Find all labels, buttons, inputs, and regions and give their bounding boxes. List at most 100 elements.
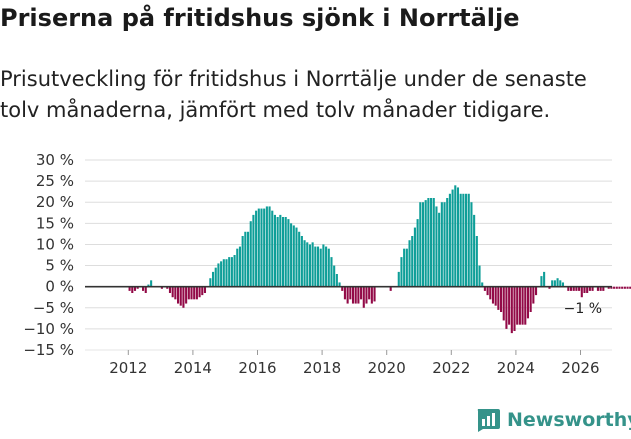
bar: [567, 286, 570, 291]
bar: [373, 286, 376, 302]
gridlines: [85, 159, 612, 351]
chart-subtitle: Prisutveckling för fritidshus i Norrtälj…: [0, 67, 587, 122]
bar: [147, 284, 150, 287]
bar: [403, 248, 406, 287]
bar: [193, 286, 196, 300]
y-tick-label: 25 %: [36, 172, 74, 190]
bar: [400, 257, 403, 287]
bar: [424, 200, 427, 287]
bar: [150, 280, 153, 287]
bar: [580, 286, 583, 298]
bar: [265, 206, 268, 287]
bar: [408, 240, 411, 287]
bar: [510, 286, 513, 334]
bar: [209, 278, 212, 287]
bar: [561, 282, 565, 287]
bar: [613, 286, 616, 289]
bar: [569, 286, 573, 291]
newsworthy-logo[interactable]: Newsworthy: [475, 408, 631, 432]
bar: [575, 286, 578, 291]
bar: [354, 286, 357, 304]
bar: [438, 212, 441, 287]
bar: [572, 286, 575, 291]
bar: [144, 286, 147, 293]
bar: [252, 214, 255, 287]
bars: [128, 185, 631, 334]
bar: [322, 244, 325, 287]
bar: [629, 286, 631, 289]
bar: [521, 286, 524, 325]
bar: [260, 208, 263, 287]
bar: [448, 193, 451, 287]
bar: [518, 286, 521, 325]
x-tick-label: 2026: [561, 359, 599, 377]
bar: [502, 286, 505, 321]
bar: [365, 286, 368, 304]
x-axis-labels: 2012 2014 2016 2018 2020 2022 2024 2026: [109, 350, 600, 377]
bar: [238, 246, 242, 287]
bar: [411, 236, 414, 287]
bar: [497, 286, 500, 310]
bar: [626, 286, 629, 289]
bar: [249, 221, 252, 287]
bar: [351, 286, 355, 304]
bar: [623, 286, 626, 289]
bar: [553, 280, 556, 287]
bar: [405, 248, 408, 287]
bar: [190, 286, 193, 300]
bar: [185, 286, 188, 304]
bar: [607, 286, 610, 289]
bar: [295, 227, 298, 287]
bar: [360, 286, 363, 300]
bar: [346, 286, 349, 304]
bar: [440, 202, 443, 287]
bar: [230, 257, 233, 287]
bar: [306, 242, 309, 287]
bar: [201, 286, 204, 296]
bar: [491, 286, 495, 304]
bar: [478, 265, 481, 287]
bar: [494, 286, 497, 306]
bar: [292, 225, 295, 287]
bar: [551, 280, 554, 287]
bar: [174, 286, 177, 300]
bar: [543, 271, 546, 287]
bar: [456, 187, 460, 287]
bar: [559, 280, 562, 287]
bar: [483, 286, 486, 291]
bar: [430, 198, 433, 287]
bar: [473, 214, 476, 287]
y-tick-label: −10 %: [23, 320, 74, 338]
bar: [481, 282, 484, 287]
bar: [233, 255, 236, 287]
bar: [160, 286, 163, 289]
bar: [368, 286, 371, 300]
bar: [187, 286, 190, 300]
bar: [416, 219, 419, 287]
bar: [534, 286, 538, 296]
brand-name: Newsworthy: [507, 409, 631, 431]
x-tick-label: 2012: [109, 359, 147, 377]
bar: [333, 265, 336, 287]
y-tick-label: 10 %: [36, 235, 74, 253]
axes: [85, 285, 612, 351]
x-tick-label: 2018: [303, 359, 341, 377]
bar: [198, 286, 201, 298]
bar: [128, 286, 131, 291]
bar: [610, 286, 613, 289]
bar: [443, 202, 446, 287]
bar: [276, 217, 279, 287]
bar: [268, 206, 271, 287]
bar: [454, 185, 457, 287]
bar: [615, 286, 618, 289]
bar: [287, 219, 290, 287]
bar: [462, 193, 465, 287]
bar: [532, 286, 535, 304]
bar: [389, 286, 392, 291]
bar: [136, 286, 139, 289]
x-tick-label: 2022: [432, 359, 470, 377]
bar: [397, 271, 400, 287]
bar: [325, 246, 328, 287]
bar: [508, 286, 511, 325]
bar: [432, 198, 435, 287]
